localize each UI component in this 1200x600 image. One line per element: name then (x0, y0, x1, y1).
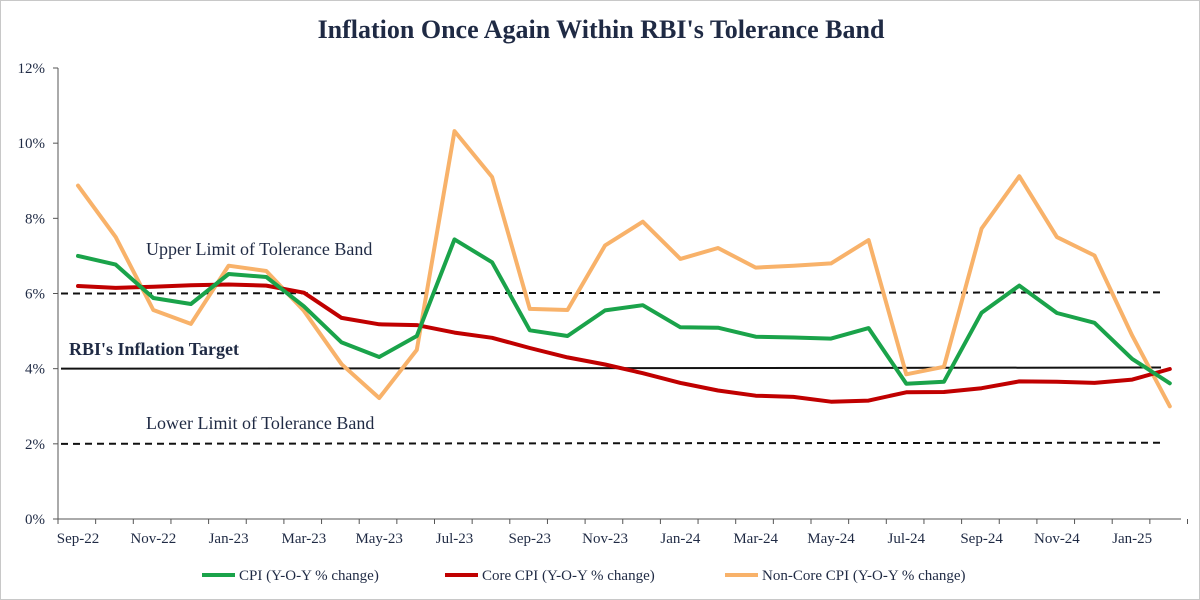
lower-limit-line (60, 441, 1162, 445)
x-tick-label: May-24 (807, 531, 855, 547)
x-tick-label: Mar-24 (733, 531, 778, 547)
y-tick-label: 10% (18, 136, 46, 152)
upper-limit-label: Upper Limit of Tolerance Band (146, 239, 372, 259)
inflation-target-line (60, 366, 1162, 370)
legend-label-cpi: CPI (Y-O-Y % change) (239, 568, 379, 584)
legend-label-non-core-cpi: Non-Core CPI (Y-O-Y % change) (762, 568, 966, 584)
inflation-target-label: RBI's Inflation Target (69, 339, 239, 359)
upper-limit-line (60, 291, 1162, 295)
x-tick-label: Nov-24 (1034, 531, 1080, 547)
x-tick-label: Jan-25 (1112, 531, 1152, 547)
y-axis: 0% 2% 4% 6% 8% 10% 12% (18, 61, 58, 528)
x-tick-label: Sep-22 (57, 531, 100, 547)
y-tick-label: 8% (25, 211, 45, 227)
series-line-non-core-cpi (76, 129, 1172, 409)
x-tick-label: Nov-22 (130, 531, 176, 547)
reference-lines (60, 291, 1162, 445)
series-line-core-cpi (76, 282, 1172, 404)
x-tick-label: Mar-23 (282, 531, 327, 547)
x-tick-label: Jul-24 (888, 531, 926, 547)
x-tick-label: Sep-24 (960, 531, 1003, 547)
series-line-cpi (76, 237, 1172, 386)
y-tick-label: 6% (25, 287, 45, 303)
legend-label-core-cpi: Core CPI (Y-O-Y % change) (482, 568, 655, 584)
lower-limit-label: Lower Limit of Tolerance Band (146, 413, 374, 433)
x-tick-label: Jul-23 (436, 531, 474, 547)
y-tick-label: 2% (25, 437, 45, 453)
legend: CPI (Y-O-Y % change) Core CPI (Y-O-Y % c… (202, 568, 966, 584)
x-tick-label: Nov-23 (582, 531, 628, 547)
y-tick-label: 4% (25, 362, 45, 378)
chart-title: Inflation Once Again Within RBI's Tolera… (318, 15, 885, 44)
y-tick-label: 0% (25, 512, 45, 528)
x-tick-label: Jan-24 (660, 531, 700, 547)
x-tick-label: Sep-23 (509, 531, 552, 547)
series-lines (76, 129, 1172, 409)
x-axis: Sep-22 Nov-22 Jan-23 Mar-23 May-23 Jul-23 Sep-… (57, 519, 1188, 547)
y-tick-label: 12% (18, 61, 46, 77)
x-tick-label: Jan-23 (209, 531, 249, 547)
x-tick-label: May-23 (355, 531, 403, 547)
